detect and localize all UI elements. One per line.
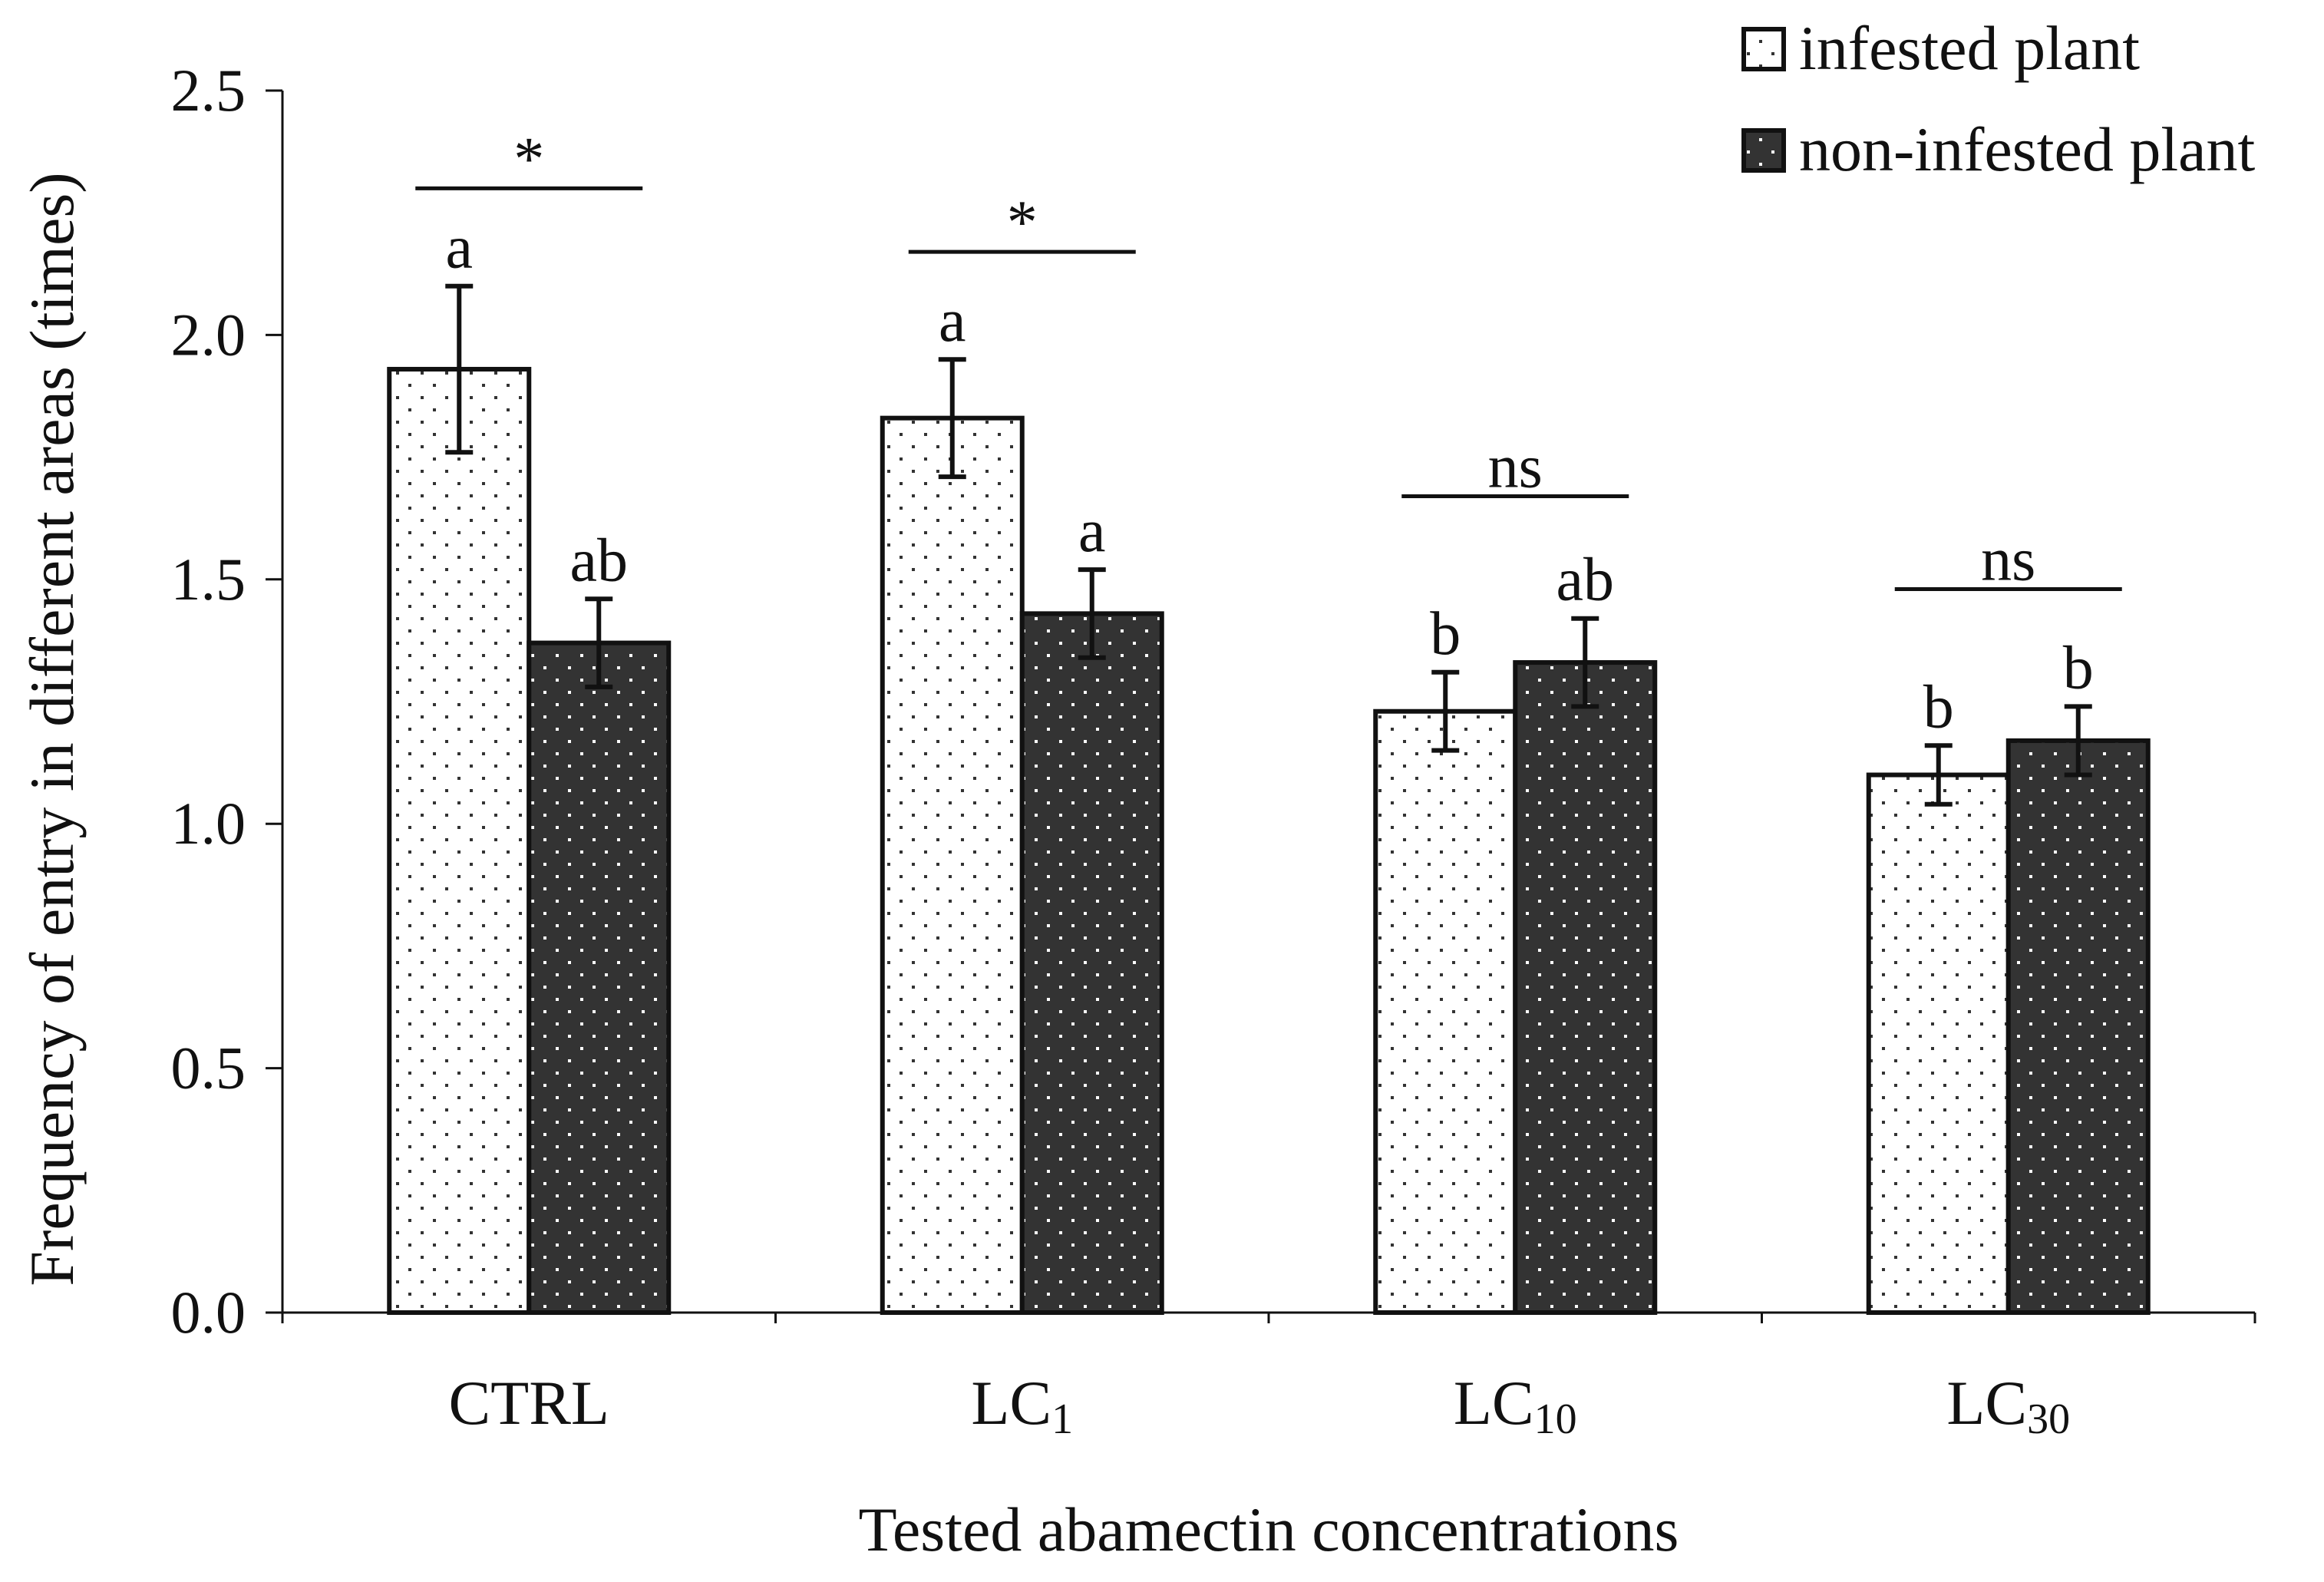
significance-letter-0-0: a [445,214,473,282]
significance-mark-2: ns [1488,434,1543,501]
y-tick-label-5: 2.5 [171,57,246,124]
bar-infested-3 [1866,772,2011,1315]
significance-mark-1: * [1007,189,1038,256]
bar-infested-0 [387,366,532,1316]
bar-infested-1 [880,415,1025,1315]
legend-swatch-0 [1741,27,1786,71]
significance-letter-1-1: a [1078,497,1106,565]
significance-letter-0-2: b [1430,600,1461,668]
significance-mark-3: ns [1981,527,2035,594]
category-label-1: LC1 [971,1368,1073,1443]
bar-non-infested-2 [1513,660,1658,1315]
bar-non-infested-1 [1019,611,1164,1315]
legend-label-1: non-infested plant [1799,114,2256,184]
significance-mark-0: * [513,125,544,193]
significance-letter-0-3: b [1923,673,1954,741]
significance-letter-1-2: ab [1556,547,1614,614]
category-label-2: LC10 [1454,1368,1577,1443]
y-tick-label-3: 1.5 [171,546,246,613]
y-axis-title: Frequency of entry in different areas (t… [17,172,87,1286]
category-label-3: LC30 [1946,1368,2070,1443]
legend-swatch-1 [1741,128,1786,173]
y-tick-label-2: 1.0 [171,790,246,857]
legend-label-0: infested plant [1799,13,2140,83]
bar-non-infested-0 [527,640,672,1315]
significance-letter-1-0: ab [569,527,628,594]
bar-infested-2 [1373,708,1518,1315]
bar-non-infested-3 [2005,738,2151,1315]
category-label-0: CTRL [448,1368,609,1438]
x-axis-title: Tested abamectin concentrations [859,1494,1679,1564]
y-tick-label-1: 0.5 [171,1035,246,1101]
significance-letter-0-1: a [939,287,966,355]
significance-letter-1-3: b [2063,634,2094,702]
y-tick-label-4: 2.0 [171,301,246,368]
y-tick-label-0: 0.0 [171,1279,246,1346]
